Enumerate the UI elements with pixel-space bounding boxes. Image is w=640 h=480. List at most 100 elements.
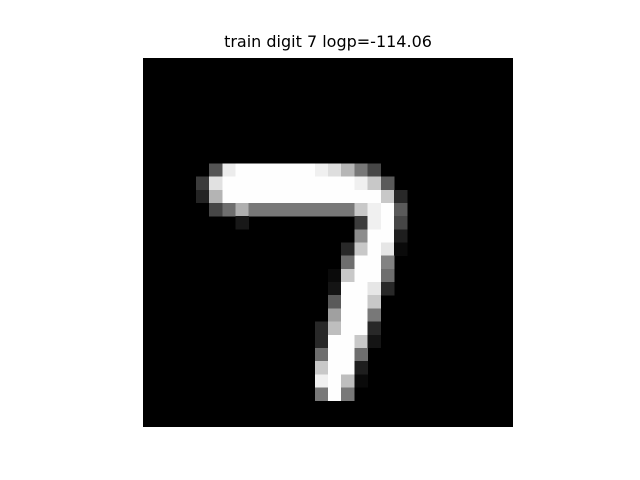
digit-pixel bbox=[222, 176, 236, 191]
digit-pixel bbox=[328, 321, 342, 336]
digit-pixel bbox=[301, 176, 316, 191]
digit-pixel bbox=[328, 295, 342, 309]
digit-pixel bbox=[367, 321, 382, 336]
digit-pixel bbox=[354, 229, 368, 243]
digit-pixel bbox=[341, 308, 355, 322]
digit-pixel bbox=[367, 295, 382, 309]
figure-title: train digit 7 logp=-114.06 bbox=[224, 32, 432, 51]
digit-pixel bbox=[367, 308, 382, 322]
digit-pixel bbox=[248, 176, 263, 191]
digit-pixel bbox=[314, 361, 329, 375]
digit-pixel bbox=[314, 202, 329, 217]
digit-pixel bbox=[367, 282, 382, 296]
digit-pixel bbox=[380, 229, 395, 243]
digit-pixel bbox=[354, 308, 368, 322]
digit-pixel bbox=[235, 202, 249, 217]
digit-pixel bbox=[235, 216, 249, 230]
digit-pixel bbox=[341, 282, 355, 296]
digit-pixel bbox=[341, 255, 355, 270]
digit-pixel bbox=[314, 321, 329, 336]
digit-pixel bbox=[328, 282, 342, 296]
digit-pixel bbox=[354, 176, 368, 191]
digit-pixel bbox=[261, 202, 276, 217]
digit-pixel bbox=[328, 189, 342, 204]
digit-pixel bbox=[209, 163, 223, 177]
digit-pixel bbox=[354, 268, 368, 283]
digit-pixel bbox=[354, 374, 368, 388]
digit-pixel bbox=[275, 189, 289, 204]
digit-pixel bbox=[222, 202, 236, 217]
digit-pixel bbox=[354, 255, 368, 270]
digit-pixel bbox=[354, 216, 368, 230]
digit-pixel bbox=[328, 387, 342, 401]
digit-pixel bbox=[354, 334, 368, 349]
digit-pixel bbox=[341, 374, 355, 388]
digit-pixel bbox=[394, 216, 408, 230]
digit-pixel bbox=[275, 202, 289, 217]
digit-pixel bbox=[222, 163, 236, 177]
digit-pixel bbox=[328, 268, 342, 283]
digit-pixel bbox=[209, 176, 223, 191]
digit-pixel bbox=[195, 189, 210, 204]
digit-pixel bbox=[301, 163, 316, 177]
digit-pixel bbox=[367, 216, 382, 230]
digit-pixel bbox=[367, 334, 382, 349]
digit-pixel bbox=[288, 176, 302, 191]
digit-pixel bbox=[314, 387, 329, 401]
digit-pixel bbox=[354, 347, 368, 362]
digit-pixel bbox=[367, 229, 382, 243]
digit-pixel bbox=[235, 189, 249, 204]
digit-pixel bbox=[301, 189, 316, 204]
digit-pixel bbox=[341, 242, 355, 256]
digit-pixel bbox=[354, 242, 368, 256]
digit-pixel bbox=[354, 295, 368, 309]
digit-pixel bbox=[288, 163, 302, 177]
digit-pixel bbox=[261, 189, 276, 204]
digit-pixel bbox=[328, 374, 342, 388]
digit-pixel bbox=[261, 176, 276, 191]
digit-pixel bbox=[235, 176, 249, 191]
digit-pixel bbox=[394, 242, 408, 256]
digit-pixel bbox=[314, 347, 329, 362]
digit-pixel bbox=[380, 282, 395, 296]
digit-pixel bbox=[328, 176, 342, 191]
digit-pixel bbox=[394, 189, 408, 204]
digit-pixel bbox=[341, 163, 355, 177]
digit-pixel bbox=[341, 361, 355, 375]
digit-pixel bbox=[314, 176, 329, 191]
digit-pixel bbox=[380, 176, 395, 191]
digit-pixel bbox=[328, 163, 342, 177]
digit-pixel bbox=[235, 163, 249, 177]
digit-pixel bbox=[341, 176, 355, 191]
digit-pixel bbox=[275, 176, 289, 191]
digit-pixel bbox=[394, 202, 408, 217]
digit-pixel bbox=[367, 163, 382, 177]
digit-pixel bbox=[380, 189, 395, 204]
digit-pixel bbox=[248, 189, 263, 204]
digit-pixel bbox=[248, 202, 263, 217]
digit-image bbox=[143, 58, 513, 427]
digit-pixel bbox=[367, 255, 382, 270]
digit-pixel bbox=[354, 321, 368, 336]
digit-pixel bbox=[367, 189, 382, 204]
digit-pixel bbox=[394, 229, 408, 243]
digit-pixel bbox=[367, 268, 382, 283]
digit-pixel bbox=[341, 387, 355, 401]
digit-pixel bbox=[380, 202, 395, 217]
digit-pixel bbox=[341, 295, 355, 309]
digit-pixel bbox=[328, 308, 342, 322]
digit-pixel bbox=[380, 242, 395, 256]
digit-pixel bbox=[354, 163, 368, 177]
digit-pixel bbox=[248, 163, 263, 177]
digit-pixel bbox=[380, 268, 395, 283]
digit-pixel bbox=[195, 176, 210, 191]
digit-pixel bbox=[314, 163, 329, 177]
digit-pixel bbox=[314, 374, 329, 388]
digit-pixel bbox=[380, 255, 395, 270]
digit-pixel bbox=[341, 202, 355, 217]
digit-pixel bbox=[380, 216, 395, 230]
digit-pixel bbox=[341, 189, 355, 204]
digit-pixel bbox=[341, 347, 355, 362]
digit-pixel bbox=[275, 163, 289, 177]
digit-pixel-grid bbox=[143, 58, 513, 427]
